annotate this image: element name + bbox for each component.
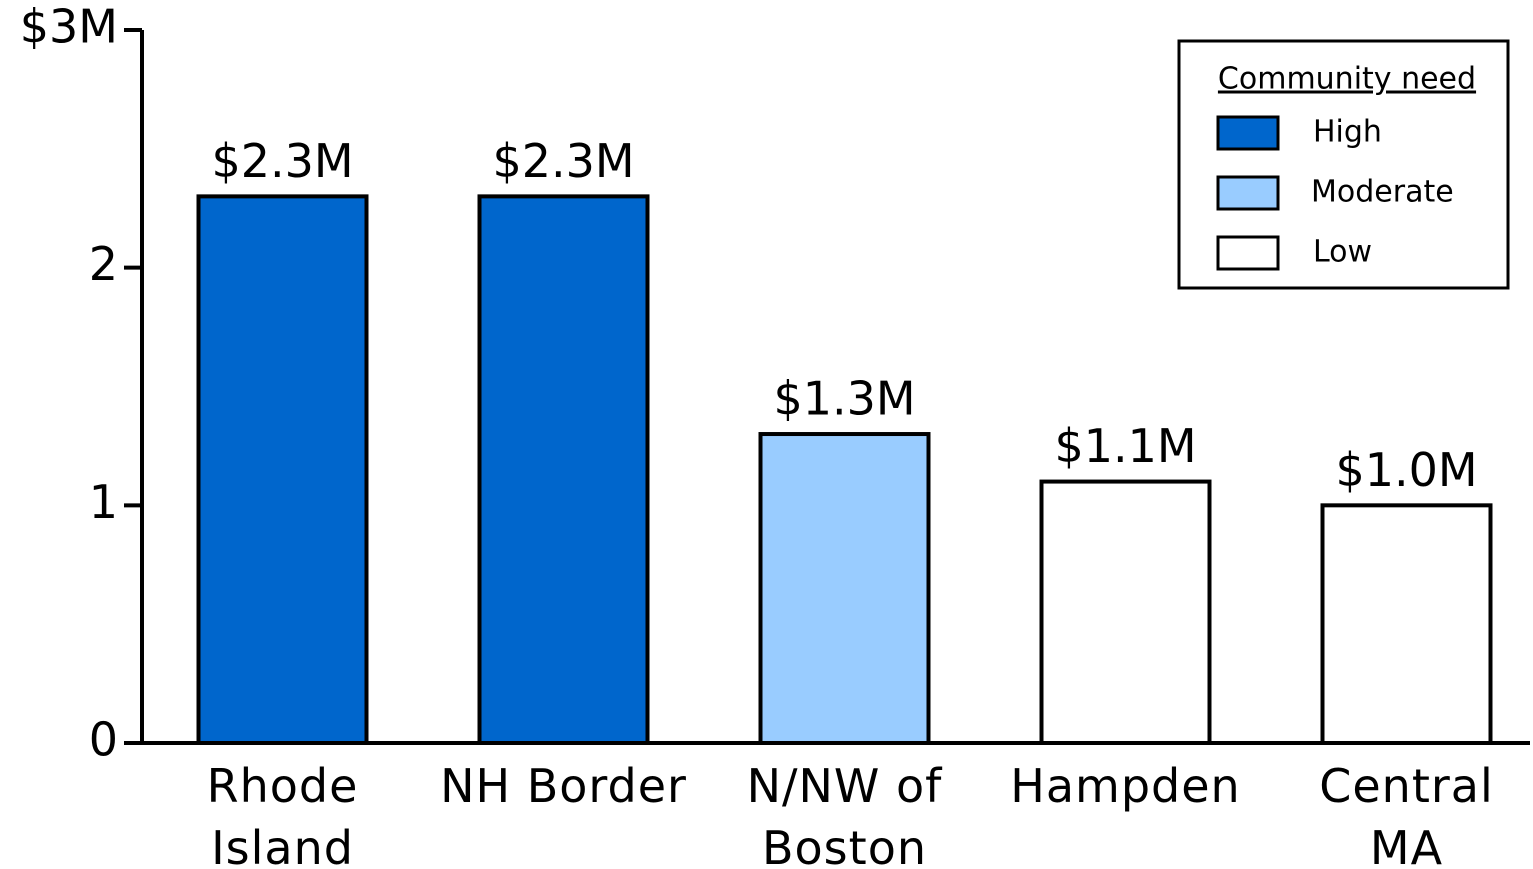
value-label: $1.1M [1054,419,1196,473]
x-tick-label: Rhode Island [206,759,359,869]
bar [196,194,369,746]
legend-title: Community need [1218,62,1476,97]
bar [477,194,650,746]
x-tick-label: Central MA [1319,759,1494,869]
legend-swatch [1216,115,1280,151]
y-tick-label: 2 [89,237,118,291]
x-tick-label: NH Border [440,759,687,813]
bar [1320,503,1493,746]
legend-swatch [1216,175,1280,211]
y-tick-label: 0 [89,713,118,767]
legend-label: High [1313,115,1382,150]
x-tick-label: N/NW of Boston [746,759,943,869]
value-label: $1.0M [1335,443,1477,497]
legend-swatch [1216,235,1280,271]
x-tick-label: Hampden [1010,759,1241,813]
y-tick-label: $3M [20,0,118,54]
value-label: $2.3M [211,134,353,188]
legend-label: Low [1313,235,1372,270]
bar [1039,479,1212,745]
y-tick-label: 1 [89,475,118,529]
bar [758,432,931,745]
legend-label: Moderate [1311,175,1454,210]
value-label: $2.3M [492,134,634,188]
value-label: $1.3M [773,372,915,426]
